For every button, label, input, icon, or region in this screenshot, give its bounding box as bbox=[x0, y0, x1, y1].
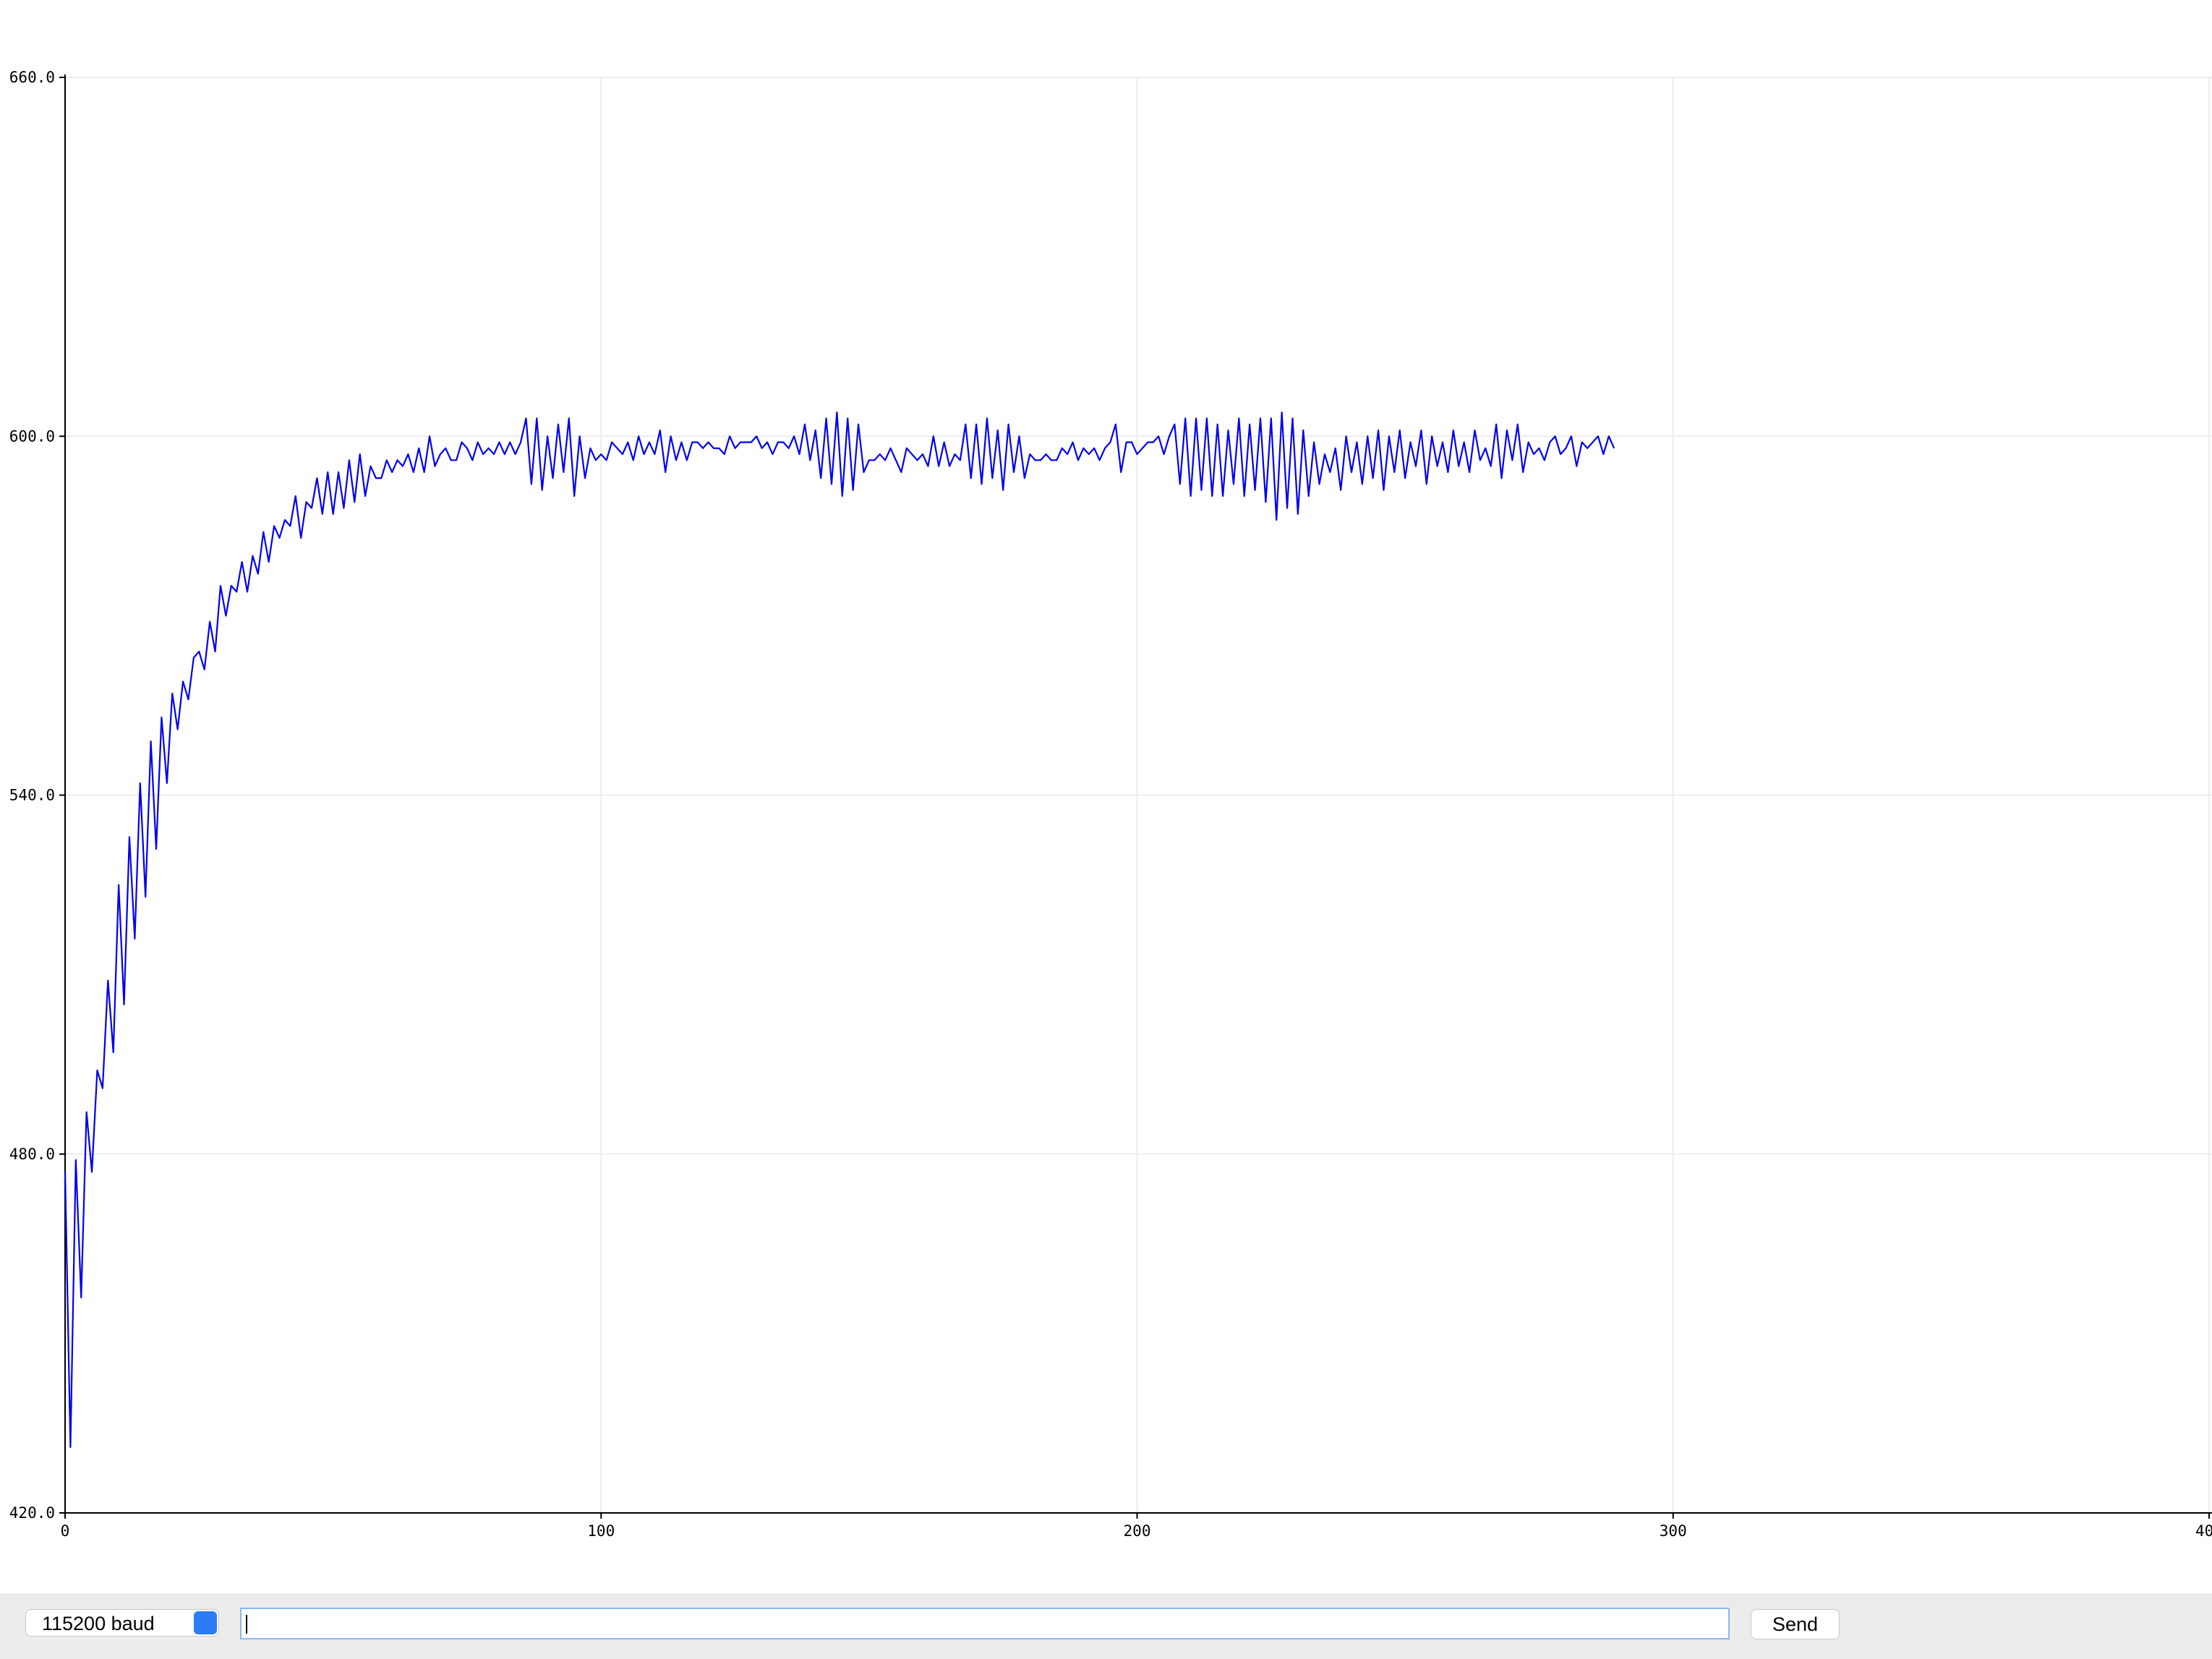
y-tick-label: 480.0 bbox=[9, 1146, 55, 1163]
x-tick-label: 400 bbox=[2195, 1522, 2212, 1540]
message-input[interactable] bbox=[240, 1608, 1730, 1639]
data-line bbox=[64, 411, 1615, 1449]
baud-select[interactable]: 115200 baud bbox=[25, 1609, 219, 1637]
y-tick-label: 420.0 bbox=[9, 1504, 55, 1522]
x-tick-label: 100 bbox=[587, 1522, 615, 1540]
select-arrows bbox=[194, 1611, 217, 1634]
x-tick-label: 300 bbox=[1660, 1522, 1687, 1540]
serial-plot: 420.0 480.0 540.0 600.0 660.0 0 100 200 300 400 bbox=[9, 69, 2212, 1540]
control-bar: 115200 baud Send bbox=[0, 1594, 2212, 1659]
y-tick-label: 660.0 bbox=[9, 69, 55, 86]
caret bbox=[246, 1615, 247, 1634]
y-tick-label: 540.0 bbox=[9, 787, 55, 804]
send-button[interactable]: Send bbox=[1751, 1609, 1840, 1639]
x-tick-label: 200 bbox=[1124, 1522, 1151, 1540]
baud-label: 115200 baud bbox=[42, 1613, 155, 1634]
y-tick-label: 600.0 bbox=[9, 427, 55, 445]
x-tick-label: 0 bbox=[61, 1522, 70, 1540]
